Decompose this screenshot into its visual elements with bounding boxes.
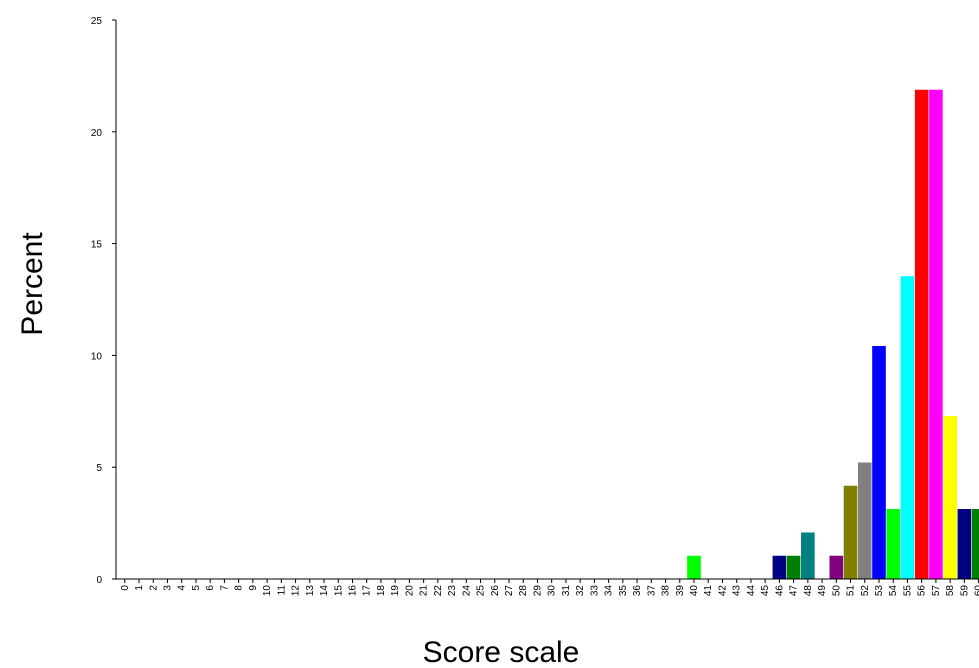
x-tick-label-17: 17 — [362, 585, 373, 597]
x-tick-label-37: 37 — [646, 585, 657, 597]
bar-score-55 — [900, 276, 915, 579]
x-tick-label-5: 5 — [191, 585, 202, 591]
y-axis-title: Percent — [16, 232, 49, 336]
bar-score-58 — [943, 415, 957, 579]
x-tick-label-34: 34 — [604, 585, 615, 597]
bar-score-51 — [843, 485, 858, 579]
x-tick-label-24: 24 — [461, 585, 472, 597]
x-tick-label-53: 53 — [874, 585, 885, 597]
bars — [687, 89, 979, 580]
x-tick-label-32: 32 — [575, 585, 586, 597]
x-tick-label-39: 39 — [675, 585, 686, 597]
x-tick-label-44: 44 — [746, 585, 757, 597]
x-tick-label-22: 22 — [433, 585, 444, 597]
x-tick-label-33: 33 — [589, 585, 600, 597]
x-tick-label-48: 48 — [803, 585, 814, 597]
x-tick-label-15: 15 — [333, 585, 344, 597]
x-tick-label-36: 36 — [632, 585, 643, 597]
bar-score-57 — [929, 89, 943, 580]
x-tick-label-42: 42 — [717, 585, 728, 597]
x-tick-label-30: 30 — [547, 585, 558, 597]
x-tick-label-26: 26 — [490, 585, 501, 597]
x-tick-label-27: 27 — [504, 585, 515, 597]
x-tick-label-8: 8 — [234, 585, 245, 591]
bar-score-46 — [772, 555, 787, 579]
x-tick-label-6: 6 — [205, 585, 216, 591]
x-tick-label-54: 54 — [888, 585, 899, 597]
x-tick-label-47: 47 — [789, 585, 800, 597]
y-tick-label-15: 15 — [91, 240, 103, 251]
x-axis-ticks: 0 1 2 3 4 5 6 7 8 9 10 11 12 13 14 15 16 17 18 19 20 21 22 23 24… — [120, 579, 979, 596]
x-tick-label-14: 14 — [319, 585, 330, 597]
y-tick-label-0: 0 — [96, 575, 102, 586]
x-tick-label-40: 40 — [689, 585, 700, 597]
x-tick-label-18: 18 — [376, 585, 387, 597]
y-tick-label-25: 25 — [91, 16, 103, 27]
x-tick-label-16: 16 — [347, 585, 358, 597]
bar-score-60 — [971, 509, 979, 579]
bar-score-48 — [801, 532, 815, 579]
x-tick-label-57: 57 — [931, 585, 942, 597]
x-tick-label-7: 7 — [219, 585, 230, 591]
bar-score-40 — [687, 555, 701, 579]
x-tick-label-46: 46 — [774, 585, 785, 597]
x-tick-label-10: 10 — [262, 585, 273, 597]
x-tick-label-29: 29 — [532, 585, 543, 597]
x-tick-label-38: 38 — [661, 585, 672, 597]
x-tick-label-58: 58 — [945, 585, 956, 597]
x-tick-label-12: 12 — [291, 585, 302, 597]
x-tick-label-19: 19 — [390, 585, 401, 597]
x-tick-label-52: 52 — [860, 585, 871, 597]
x-tick-label-9: 9 — [248, 585, 259, 591]
x-tick-label-60: 60 — [974, 585, 979, 597]
y-axis-ticks: 0 5 10 15 20 25 — [91, 16, 116, 586]
x-tick-label-51: 51 — [846, 585, 857, 597]
x-tick-label-28: 28 — [518, 585, 529, 597]
x-tick-label-56: 56 — [917, 585, 928, 597]
y-tick-label-20: 20 — [91, 128, 103, 139]
x-tick-label-20: 20 — [404, 585, 415, 597]
y-tick-label-10: 10 — [91, 351, 103, 362]
bar-score-54 — [886, 509, 901, 579]
x-tick-label-13: 13 — [305, 585, 316, 597]
bar-score-59 — [957, 509, 972, 579]
x-tick-label-23: 23 — [447, 585, 458, 597]
x-tick-label-55: 55 — [902, 585, 913, 597]
x-tick-label-43: 43 — [732, 585, 743, 597]
x-tick-label-11: 11 — [276, 585, 287, 596]
x-tick-label-25: 25 — [476, 585, 487, 597]
x-tick-label-3: 3 — [162, 585, 173, 591]
x-tick-label-35: 35 — [618, 585, 629, 597]
bar-score-52 — [857, 462, 872, 579]
bar-score-56 — [914, 89, 929, 580]
bar-score-47 — [786, 555, 801, 579]
x-tick-label-4: 4 — [177, 585, 188, 591]
x-axis-title: Score scale — [423, 636, 580, 668]
y-tick-label-5: 5 — [96, 463, 102, 474]
x-tick-label-2: 2 — [148, 585, 159, 591]
bar-score-50 — [829, 555, 844, 579]
x-tick-label-21: 21 — [419, 585, 430, 597]
x-tick-label-59: 59 — [959, 585, 970, 597]
bar-score-53 — [872, 346, 886, 579]
x-tick-label-49: 49 — [817, 585, 828, 597]
x-tick-label-1: 1 — [134, 585, 145, 591]
x-tick-label-31: 31 — [561, 585, 572, 597]
x-tick-label-41: 41 — [703, 585, 714, 597]
x-tick-label-0: 0 — [120, 585, 131, 591]
x-tick-label-45: 45 — [760, 585, 771, 597]
x-tick-label-50: 50 — [831, 585, 842, 597]
